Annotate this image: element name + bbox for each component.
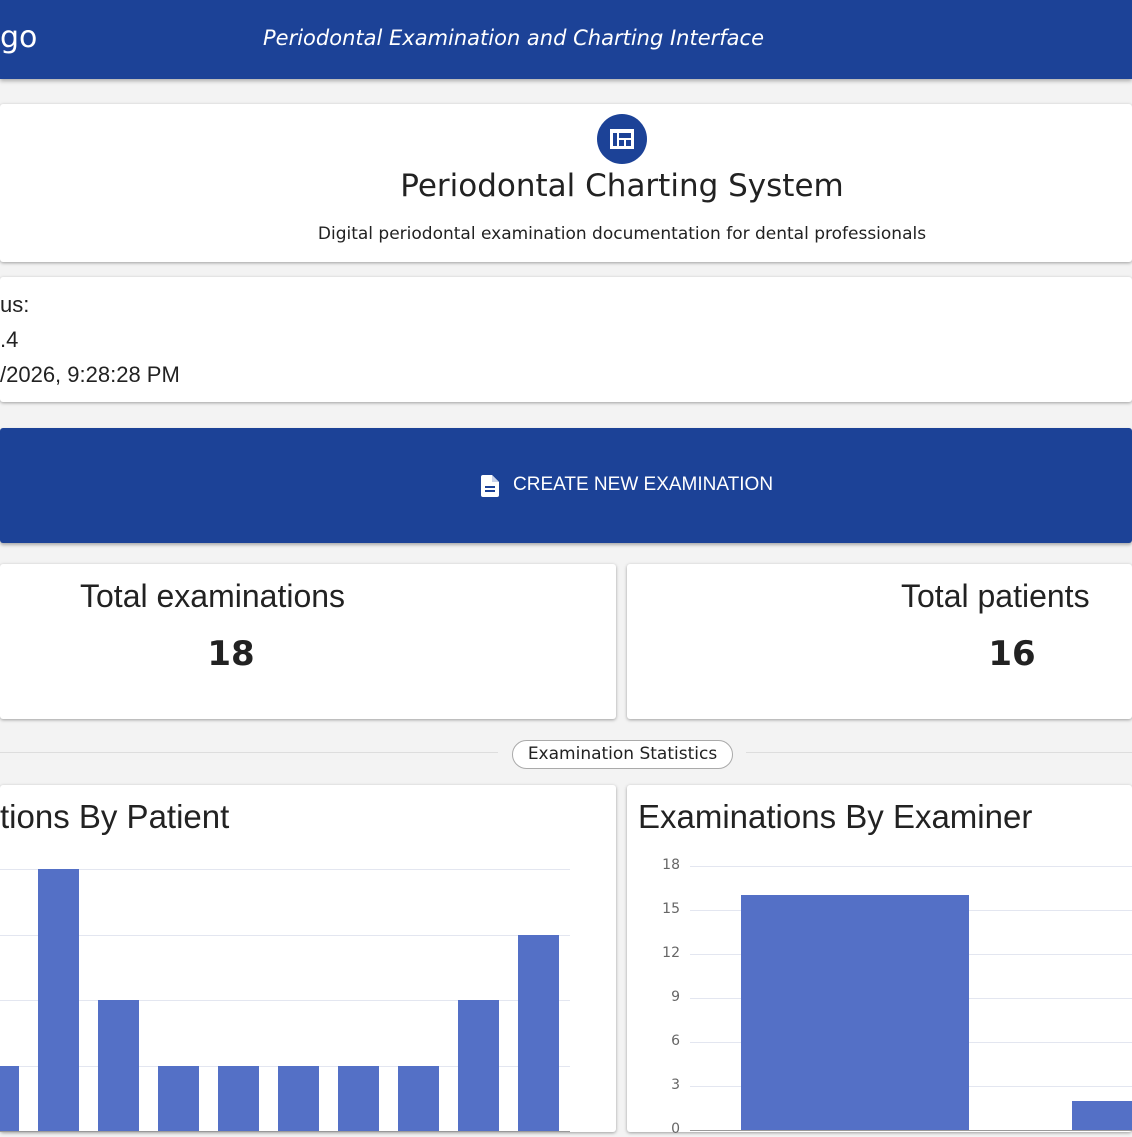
bar: [398, 1065, 439, 1131]
gridline: [0, 934, 570, 936]
y-tick-label: 18: [662, 857, 680, 873]
bar: [218, 1065, 259, 1131]
stat-label: Total examinations: [80, 578, 346, 614]
timestamp-text: /2026, 9:28:28 PM: [0, 362, 180, 387]
stat-value: 18: [207, 634, 255, 674]
status-card: [0, 277, 1132, 402]
bar: [458, 1000, 499, 1131]
document-icon: [481, 475, 499, 501]
y-tick-label: 6: [671, 1033, 680, 1049]
bar: [741, 895, 969, 1130]
y-tick-label: 0: [671, 1121, 680, 1137]
create-new-examination-button[interactable]: [0, 428, 1132, 543]
bar: [1072, 1100, 1132, 1130]
chart-title: tions By Patient: [0, 798, 230, 835]
divider: [746, 752, 1132, 753]
create-new-examination-label: CREATE NEW EXAMINATION: [513, 474, 774, 495]
gridline: [0, 1000, 570, 1001]
bar: [518, 934, 559, 1131]
version-text: .4: [0, 327, 19, 352]
stat-value: 16: [988, 634, 1036, 674]
y-tick-label: 3: [671, 1077, 680, 1093]
divider: [0, 752, 498, 753]
bar: [278, 1065, 319, 1131]
section-chip: Examination Statistics: [512, 740, 733, 769]
status-label: us:: [0, 292, 30, 317]
gridline: [690, 866, 1132, 867]
chart-title: Examinations By Examiner: [638, 798, 1033, 835]
stat-label: Total patients: [901, 578, 1090, 614]
bar: [158, 1065, 199, 1131]
y-tick-label: 9: [671, 989, 680, 1005]
y-tick-label: 12: [662, 945, 680, 961]
hero-card: [0, 104, 1132, 262]
bar: [98, 1000, 139, 1131]
gridline: [0, 869, 570, 870]
top-app-bar: [0, 0, 1132, 79]
page-description: Digital periodontal examination document…: [317, 224, 927, 244]
bar: [338, 1065, 379, 1131]
app-brand[interactable]: go: [0, 20, 38, 55]
x-axis: [690, 1130, 1132, 1131]
stat-card-examinations: Total examinations 18: [0, 564, 616, 719]
bar: [38, 869, 79, 1131]
app-subtitle: Periodontal Examination and Charting Int…: [263, 26, 764, 50]
dashboard-icon: [597, 114, 647, 164]
y-tick-label: 15: [662, 901, 680, 917]
stat-card-patients: Total patients 16: [627, 564, 1132, 719]
page-title: Periodontal Charting System: [400, 168, 844, 204]
bar: [0, 1065, 19, 1131]
